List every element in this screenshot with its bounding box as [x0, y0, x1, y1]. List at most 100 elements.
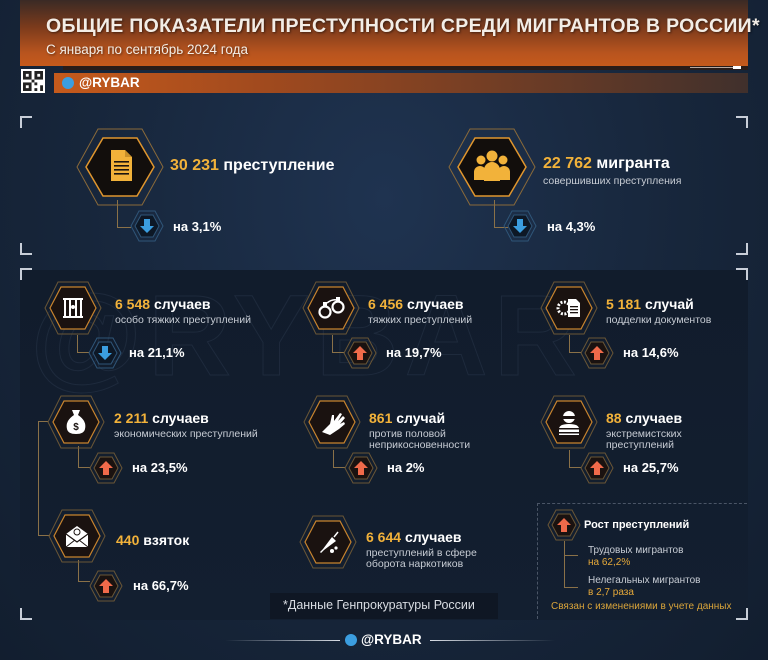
prison-bars-icon — [44, 281, 102, 335]
connector-line — [569, 467, 581, 468]
legend-title: Рост преступлений — [584, 519, 690, 531]
stat-sub: совершивших преступления — [543, 175, 682, 187]
corner-bracket — [736, 608, 748, 620]
connector-line — [78, 446, 79, 468]
people-icon — [448, 128, 536, 206]
connector-line — [332, 335, 333, 353]
corner-bracket — [20, 268, 32, 280]
stat-sub: особо тяжких преступлений — [115, 314, 251, 326]
connector-line — [569, 450, 570, 468]
legend-item-label: Нелегальных мигрантов — [588, 575, 701, 586]
brand-strip — [54, 73, 748, 93]
stat-forgery: 5 181 случай — [606, 296, 694, 312]
connector-line — [569, 335, 570, 353]
connector-line — [564, 541, 565, 588]
change-percent: на 4,3% — [547, 219, 596, 234]
connector-line — [333, 467, 345, 468]
document-icon — [76, 128, 164, 206]
corner-bracket — [736, 243, 748, 255]
corner-bracket — [20, 608, 32, 620]
connector-line — [569, 352, 581, 353]
svg-text:$: $ — [73, 422, 79, 433]
connector-line — [564, 555, 578, 556]
connector-line — [332, 352, 344, 353]
arrow-up-icon — [89, 570, 123, 602]
money-bag-icon: $ — [47, 395, 105, 449]
stat-sub: оборота наркотиков — [366, 558, 464, 570]
arrow-up-icon — [580, 452, 614, 484]
stat-economic: 2 211 случаев — [114, 410, 209, 426]
watermark: @RYBAR — [30, 272, 583, 401]
connector-line — [38, 421, 39, 535]
stat-sub: против половой — [369, 428, 446, 440]
stat-sub: тяжких преступлений — [368, 314, 473, 326]
connector-line — [117, 227, 131, 228]
change-percent: на 66,7% — [133, 578, 189, 593]
arrow-down-icon — [88, 337, 122, 369]
stat-serious-crimes: 6 456 случаев — [368, 296, 464, 312]
arrow-up-icon — [344, 452, 378, 484]
connector-line — [77, 352, 89, 353]
legend-item-value: в 2,7 раза — [588, 587, 634, 598]
stat-extremism: 88 случаев — [606, 410, 683, 426]
masked-person-icon — [540, 395, 598, 449]
corner-bracket — [20, 116, 32, 128]
legend-item-label: Трудовых мигрантов — [588, 545, 684, 556]
handcuffs-icon — [302, 281, 360, 335]
stat-drugs: 6 644 случаев — [366, 529, 462, 545]
corner-bracket — [20, 243, 32, 255]
footer-line-left — [225, 640, 340, 641]
stat-sub: преступлений — [606, 439, 674, 451]
connector-line — [38, 535, 50, 536]
connector-line — [78, 560, 79, 582]
legend-note: Связан с изменениями в учете данных — [551, 601, 732, 612]
header-brand[interactable]: @RYBAR — [79, 75, 140, 90]
stat-total-crimes: 30 231 преступление — [170, 157, 335, 174]
connector-line — [494, 200, 495, 228]
connector-line — [494, 227, 508, 228]
legend-box — [537, 503, 747, 619]
hand-icon — [303, 395, 361, 449]
connector-line — [78, 467, 90, 468]
change-percent: на 23,5% — [132, 460, 188, 475]
connector-line — [564, 587, 578, 588]
categories-panel — [20, 270, 748, 620]
stat-grave-crimes: 6 548 случаев — [115, 296, 211, 312]
forged-document-icon — [540, 281, 598, 335]
header-banner — [20, 0, 748, 66]
stat-sub: неприкосновенности — [369, 439, 471, 451]
arrow-down-icon — [503, 210, 537, 242]
change-percent: на 19,7% — [386, 345, 442, 360]
footnote-text: *Данные Генпрокуратуры России — [283, 598, 475, 612]
stat-migrants: 22 762 мигранта — [543, 155, 670, 172]
header-divider-highlight — [690, 67, 740, 68]
stat-bribes: 440 взяток — [116, 532, 190, 548]
arrow-up-icon — [89, 452, 123, 484]
connector-line — [117, 200, 118, 228]
footer-brand[interactable]: @RYBAR — [361, 632, 422, 647]
change-percent: на 25,7% — [623, 460, 679, 475]
qr-code-icon[interactable] — [21, 69, 45, 93]
stat-sub: экстремистских — [606, 428, 682, 440]
legend-item-value: на 62,2% — [588, 557, 631, 568]
telegram-icon — [62, 77, 74, 89]
arrow-up-icon — [547, 509, 581, 541]
stat-sub: подделки документов — [606, 314, 712, 326]
footer-line-right — [430, 640, 555, 641]
change-percent: на 3,1% — [173, 219, 222, 234]
telegram-icon — [345, 634, 357, 646]
change-percent: на 21,1% — [129, 345, 185, 360]
stat-sub: экономических преступлений — [114, 428, 258, 440]
page-subtitle: С января по сентябрь 2024 года — [46, 42, 249, 57]
header-divider-dot — [733, 66, 741, 69]
stat-sexual: 861 случай — [369, 410, 446, 426]
footnote-box — [270, 593, 498, 619]
syringe-icon — [299, 515, 357, 569]
envelope-money-icon — [48, 509, 106, 563]
connector-line — [78, 581, 90, 582]
page-title: ОБЩИЕ ПОКАЗАТЕЛИ ПРЕСТУПНОСТИ СРЕДИ МИГР… — [46, 15, 760, 37]
change-percent: на 2% — [387, 460, 425, 475]
arrow-up-icon — [580, 337, 614, 369]
connector-line — [333, 450, 334, 468]
connector-line — [38, 421, 48, 422]
